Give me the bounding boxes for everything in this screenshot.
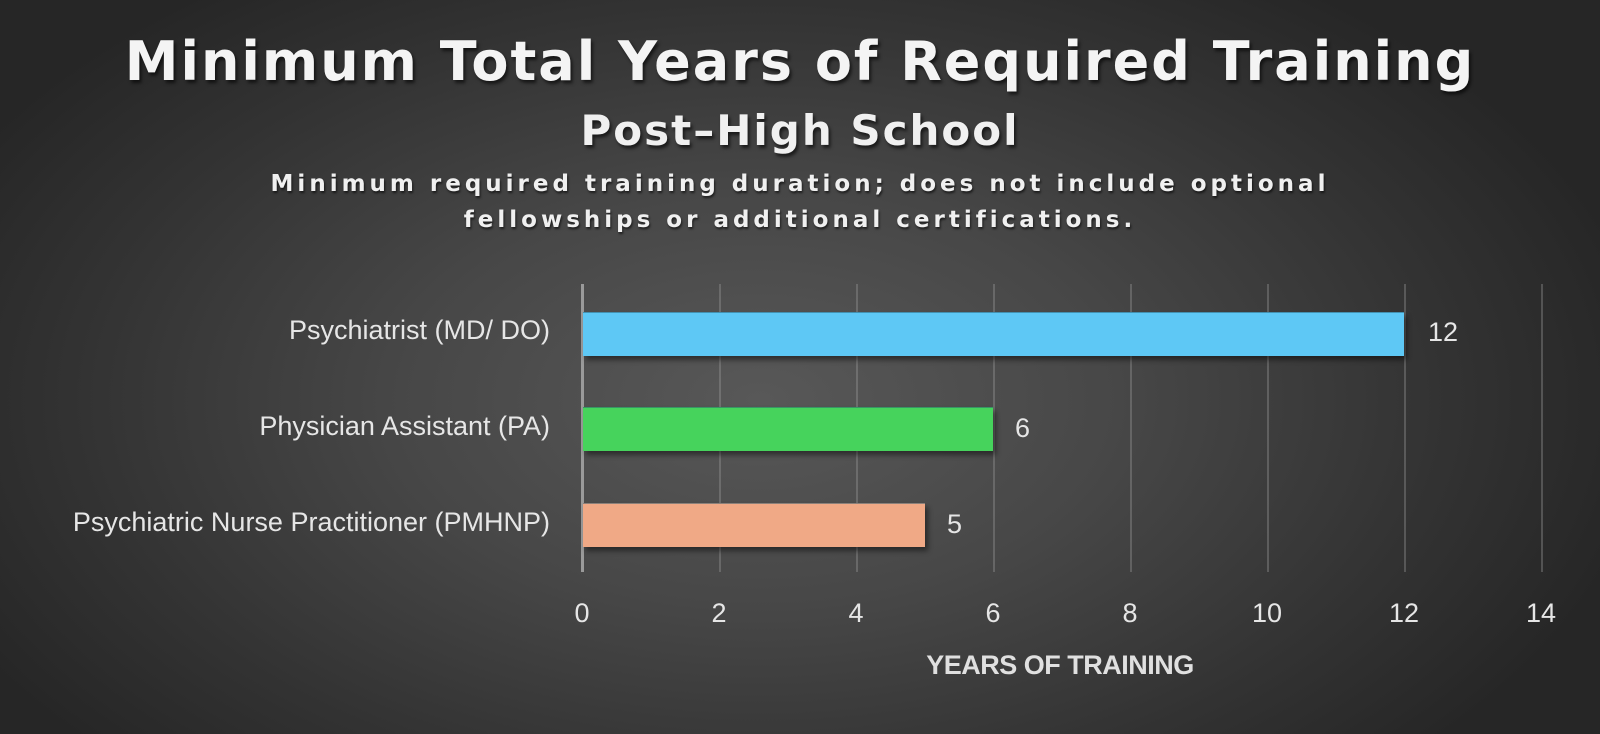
category-label: Psychiatrist (MD/ DO) [288,315,550,345]
data-label: 12 [1428,317,1459,347]
x-tick-label: 8 [1122,598,1138,628]
category-label: Psychiatric Nurse Practitioner (PMHNP) [72,507,550,537]
gridline [1541,284,1543,572]
x-tick-label: 2 [711,598,727,628]
x-axis-title: YEARS OF TRAINING [926,650,1194,680]
chart-title: Minimum Total Years of Required Training [124,30,1476,93]
category-label: Physician Assistant (PA) [259,411,550,441]
bar-psychiatrist[interactable] [583,312,1404,356]
gridline [1267,284,1269,572]
gridline [1404,284,1406,572]
chart-note: Minimum required training duration; does… [270,171,1330,233]
x-tick-label: 6 [985,598,1001,628]
x-tick-label: 0 [574,598,590,628]
y-axis-line [581,284,584,572]
gridline [1130,284,1132,572]
data-label: 6 [1015,413,1031,443]
chart-subtitle: Post–High School [580,106,1020,155]
bar-physician-assistant[interactable] [583,407,993,451]
data-label: 5 [947,509,963,539]
x-tick-label: 12 [1388,598,1420,628]
bar-pmhnp[interactable] [583,503,925,547]
gridline [993,284,995,572]
x-tick-label: 4 [848,598,864,628]
x-tick-label: 10 [1251,598,1283,628]
x-tick-label: 14 [1525,598,1557,628]
